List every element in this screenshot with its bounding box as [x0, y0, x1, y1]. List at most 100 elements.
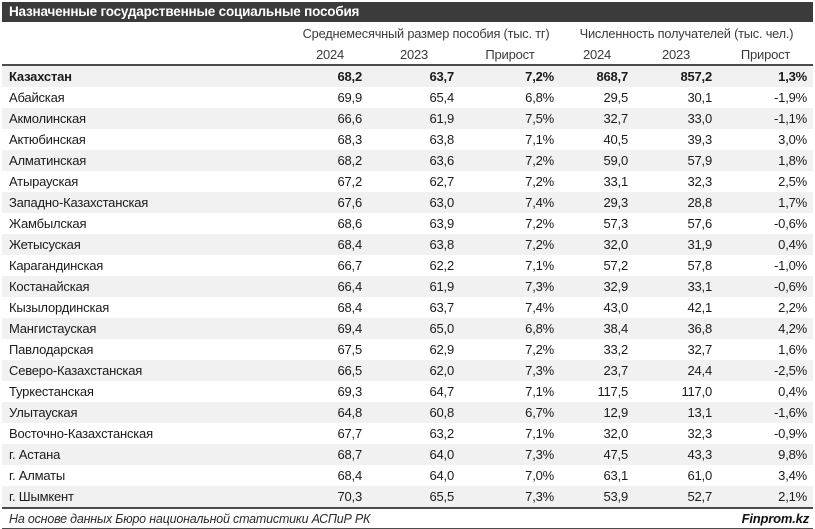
table-row: г. Алматы 68,4 64,0 7,0% 63,1 61,0 3,4%	[2, 465, 813, 486]
size-growth-cell: 7,1%	[525, 258, 555, 273]
col-header-size-2023: 2023	[399, 47, 429, 62]
finprom-brand: Finprom.kz	[741, 511, 810, 526]
size-2023-cell: 63,9	[429, 216, 454, 231]
size-growth-cell: 7,4%	[525, 300, 555, 315]
size-2023-cell: 65,5	[429, 489, 454, 504]
region-name-cell: Акмолинская	[9, 111, 86, 126]
size-growth-cell: 7,3%	[525, 363, 555, 378]
count-2024-cell: 868,7	[596, 69, 629, 84]
region-name-cell: г. Шымкент	[9, 489, 74, 504]
table-row-total: Казахстан 68,2 63,7 7,2% 868,7 857,2 1,3%	[2, 65, 814, 87]
region-name-cell: Восточно-Казахстанская	[9, 426, 153, 441]
col-header-count-growth: Прирост	[740, 47, 791, 62]
count-2023-cell: 57,9	[687, 153, 713, 168]
count-2024-cell: 33,1	[603, 174, 629, 189]
table-row: Костанайская 66,4 61,9 7,3% 32,9 33,1 -0,6%	[2, 276, 814, 297]
table-row: Туркестанская 69,3 64,7 7,1% 117,5 117,0 0,4%	[2, 381, 813, 402]
size-2023-cell: 63,6	[429, 153, 454, 168]
table-row: Акмолинская 66,6 61,9 7,5% 32,7 33,0 -1,1%	[2, 108, 814, 129]
size-growth-cell: 7,2%	[525, 342, 555, 357]
table-body: Казахстан 68,2 63,7 7,2% 868,7 857,2 1,3% Абайс…	[2, 65, 814, 508]
size-2024-cell: 69,3	[337, 384, 362, 399]
count-2024-cell: 12,9	[603, 405, 629, 420]
region-name-cell: г. Алматы	[9, 468, 66, 483]
size-2023-cell: 64,0	[429, 447, 454, 462]
count-2023-cell: 57,8	[687, 258, 713, 273]
count-2024-cell: 59,0	[603, 153, 629, 168]
size-growth-cell: 7,2%	[525, 153, 555, 168]
size-2023-cell: 64,7	[429, 384, 454, 399]
table-row: Абайская 69,9 65,4 6,8% 29,5 30,1 -1,9%	[2, 87, 813, 108]
size-2024-cell: 66,7	[337, 258, 362, 273]
count-growth-cell: -1,6%	[774, 405, 808, 420]
size-growth-cell: 7,2%	[525, 174, 555, 189]
count-2023-cell: 32,7	[687, 342, 713, 357]
region-name-cell: Западно-Казахстанская	[9, 195, 149, 210]
size-2024-cell: 69,9	[337, 90, 362, 105]
year-header-row: 2024 2023 Прирост 2024 2023 Прирост	[2, 45, 813, 65]
region-name-cell: г. Астана	[9, 447, 61, 462]
size-growth-cell: 7,3%	[525, 489, 555, 504]
size-2024-cell: 68,2	[337, 69, 362, 84]
size-2024-cell: 68,4	[337, 237, 362, 252]
count-2024-cell: 47,5	[603, 447, 629, 462]
region-name-cell: Павлодарская	[9, 342, 94, 357]
count-2023-cell: 117,0	[681, 384, 713, 399]
count-growth-cell: 3,0%	[778, 132, 808, 147]
size-2024-cell: 68,4	[337, 468, 362, 483]
count-2024-cell: 53,9	[603, 489, 629, 504]
count-growth-cell: 1,6%	[778, 342, 808, 357]
size-growth-cell: 7,4%	[525, 195, 555, 210]
count-growth-cell: -0,6%	[774, 216, 808, 231]
group-header-benefit-size: Среднемесячный размер пособия (тыс. тг)	[302, 26, 550, 41]
table-row: Жетысуская 68,4 63,8 7,2% 32,0 31,9 0,4%	[2, 234, 814, 255]
count-growth-cell: -1,1%	[774, 111, 808, 126]
count-2023-cell: 30,1	[687, 90, 713, 105]
size-2023-cell: 63,0	[429, 195, 454, 210]
size-growth-cell: 7,0%	[525, 468, 555, 483]
count-2023-cell: 32,3	[687, 174, 713, 189]
col-header-count-2023: 2023	[661, 47, 691, 62]
region-name-cell: Казахстан	[9, 69, 72, 84]
region-name-cell: Костанайская	[9, 279, 90, 294]
size-2023-cell: 62,0	[429, 363, 454, 378]
size-2024-cell: 68,2	[337, 153, 362, 168]
size-2023-cell: 65,0	[429, 321, 454, 336]
count-2024-cell: 57,2	[603, 258, 629, 273]
col-header-size-2024: 2024	[315, 47, 345, 62]
count-2024-cell: 43,0	[603, 300, 629, 315]
size-growth-cell: 7,5%	[525, 111, 555, 126]
size-growth-cell: 6,8%	[525, 90, 555, 105]
count-growth-cell: -0,9%	[774, 426, 808, 441]
page-title: Назначенные государственные социальные п…	[2, 2, 813, 22]
region-column-header	[2, 22, 292, 45]
count-growth-cell: 2,2%	[778, 300, 808, 315]
region-name-cell: Актюбинская	[9, 132, 86, 147]
count-2023-cell: 57,6	[687, 216, 713, 231]
count-2024-cell: 29,5	[603, 90, 629, 105]
size-2023-cell: 61,9	[429, 111, 454, 126]
benefits-table: Среднемесячный размер пособия (тыс. тг) …	[2, 22, 814, 509]
count-2023-cell: 42,1	[687, 300, 713, 315]
size-growth-cell: 7,1%	[525, 132, 555, 147]
size-growth-cell: 7,2%	[525, 216, 555, 231]
size-growth-cell: 6,7%	[525, 405, 555, 420]
count-2024-cell: 32,7	[603, 111, 629, 126]
col-header-size-growth: Прирост	[485, 47, 535, 62]
count-growth-cell: 2,1%	[778, 489, 808, 504]
count-growth-cell: -1,0%	[774, 258, 808, 273]
size-2024-cell: 64,8	[337, 405, 362, 420]
region-name-cell: Мангистауская	[9, 321, 97, 336]
size-growth-cell: 7,3%	[525, 279, 555, 294]
count-2024-cell: 32,0	[603, 426, 629, 441]
table-row: Улытауская 64,8 60,8 6,7% 12,9 13,1 -1,6%	[2, 402, 814, 423]
table-row: Павлодарская 67,5 62,9 7,2% 33,2 32,7 1,6%	[2, 339, 813, 360]
size-2023-cell: 65,4	[429, 90, 454, 105]
count-growth-cell: 2,5%	[778, 174, 808, 189]
size-growth-cell: 7,1%	[525, 384, 555, 399]
size-2024-cell: 66,5	[337, 363, 362, 378]
size-growth-cell: 6,8%	[525, 321, 555, 336]
table-row: Жамбылская 68,6 63,9 7,2% 57,3 57,6 -0,6%	[2, 213, 813, 234]
table-row: Карагандинская 66,7 62,2 7,1% 57,2 57,8 -1,0%	[2, 255, 813, 276]
table-footer: На основе данных Бюро национальной стати…	[2, 509, 813, 529]
